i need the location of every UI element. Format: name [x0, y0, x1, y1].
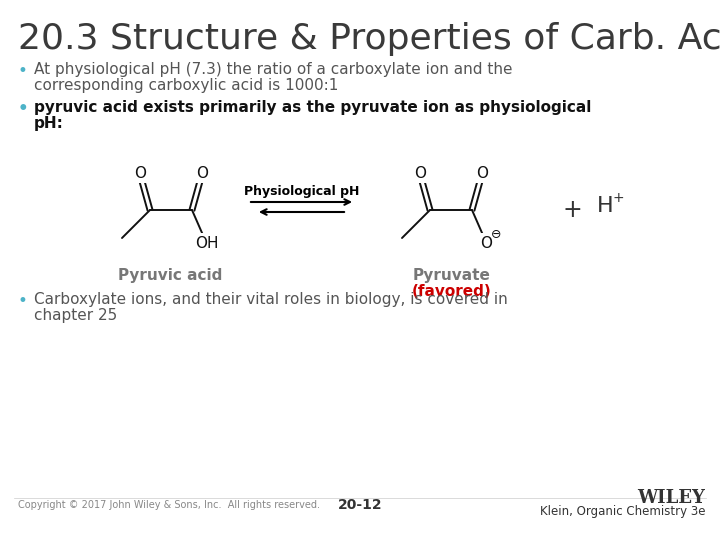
Text: +: +: [562, 198, 582, 222]
Text: ⊖: ⊖: [491, 227, 501, 240]
Text: Carboxylate ions, and their vital roles in biology, is covered in: Carboxylate ions, and their vital roles …: [34, 292, 508, 307]
Text: Pyruvate: Pyruvate: [413, 268, 491, 283]
Text: H: H: [597, 196, 613, 216]
Text: O: O: [196, 165, 208, 180]
Text: Klein, Organic Chemistry 3e: Klein, Organic Chemistry 3e: [539, 505, 705, 518]
Text: O: O: [414, 165, 426, 180]
Text: Pyruvic acid: Pyruvic acid: [118, 268, 222, 283]
Text: OH: OH: [195, 235, 219, 251]
Text: pH:: pH:: [34, 116, 64, 131]
Text: (favored): (favored): [412, 284, 492, 299]
Text: •: •: [18, 292, 28, 310]
Text: •: •: [18, 62, 28, 80]
Text: Copyright © 2017 John Wiley & Sons, Inc.  All rights reserved.: Copyright © 2017 John Wiley & Sons, Inc.…: [18, 500, 320, 510]
Text: •: •: [18, 100, 29, 118]
Text: WILEY: WILEY: [637, 489, 705, 507]
Text: +: +: [612, 191, 624, 205]
Text: pyruvic acid exists primarily as the pyruvate ion as physiological: pyruvic acid exists primarily as the pyr…: [34, 100, 591, 115]
Text: Physiological pH: Physiological pH: [244, 185, 359, 198]
Text: O: O: [476, 165, 488, 180]
Text: O: O: [134, 165, 146, 180]
Text: corresponding carboxylic acid is 1000:1: corresponding carboxylic acid is 1000:1: [34, 78, 338, 93]
Text: At physiological pH (7.3) the ratio of a carboxylate ion and the: At physiological pH (7.3) the ratio of a…: [34, 62, 513, 77]
Text: 20-12: 20-12: [338, 498, 382, 512]
Text: O: O: [480, 235, 492, 251]
Text: chapter 25: chapter 25: [34, 308, 117, 323]
Text: 20.3 Structure & Properties of Carb. Acids: 20.3 Structure & Properties of Carb. Aci…: [18, 22, 720, 56]
